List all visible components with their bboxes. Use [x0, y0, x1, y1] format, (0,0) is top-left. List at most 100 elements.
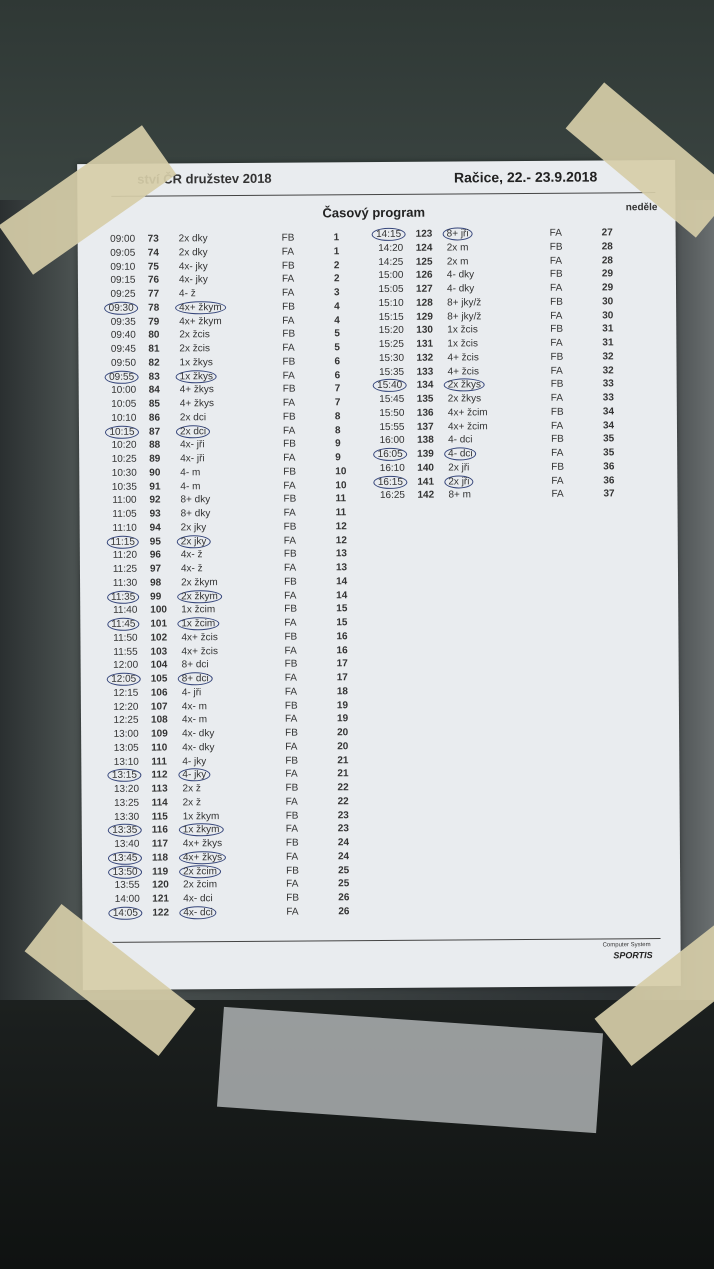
- race-order: 2: [333, 259, 340, 271]
- race-time: 11:10: [112, 522, 137, 534]
- race-order-cell: 8: [335, 425, 341, 436]
- race-number-cell: 130: [416, 325, 433, 336]
- race-number-cell: 141: [417, 476, 434, 487]
- race-order: 17: [336, 658, 348, 670]
- race-category-cell: 4x- ž: [181, 549, 203, 560]
- race-order-cell: 12: [336, 535, 347, 546]
- race-order: 4: [334, 314, 340, 326]
- race-order-cell: 27: [602, 227, 613, 238]
- race-order-cell: 1: [334, 232, 340, 243]
- race-category: 4+ žkys: [179, 384, 214, 396]
- race-category-cell: 1x žkys: [179, 357, 212, 368]
- race-order-cell: 1: [334, 246, 340, 257]
- race-order: 5: [334, 342, 341, 354]
- race-number-cell: 140: [417, 462, 434, 473]
- race-number-cell: 86: [149, 412, 160, 423]
- final-label-cell: FA: [550, 283, 562, 294]
- race-category-cell: 2x žcis: [179, 343, 210, 354]
- race-time: 15:10: [378, 297, 404, 309]
- race-order-cell: 10: [335, 480, 346, 491]
- race-order-cell: 33: [603, 379, 614, 390]
- race-category-cell: 4x- dky: [182, 742, 214, 753]
- race-category-cell: 2x žkys: [448, 393, 481, 404]
- race-category: 2x ž: [182, 783, 201, 795]
- final-label-cell: FB: [550, 324, 563, 335]
- race-number: 113: [151, 783, 168, 795]
- final-label: FB: [282, 301, 295, 313]
- race-number: 104: [150, 659, 168, 671]
- race-number-cell: 76: [148, 275, 159, 286]
- race-time-cell: 13:15: [107, 768, 143, 783]
- race-number-cell: 90: [149, 467, 160, 478]
- race-time-cell: 09:00: [106, 234, 140, 245]
- race-number-cell: 98: [150, 577, 161, 588]
- final-label: FB: [286, 892, 300, 904]
- final-label-cell: FB: [285, 659, 298, 670]
- final-label-cell: FA: [551, 448, 563, 459]
- final-label: FB: [550, 351, 564, 363]
- final-label: FA: [282, 315, 295, 327]
- race-time: 10:00: [111, 384, 137, 397]
- race-time: 09:30: [104, 301, 138, 315]
- race-time-cell: 13:10: [109, 756, 143, 767]
- final-label-cell: FB: [284, 576, 297, 587]
- race-order: 28: [601, 241, 613, 253]
- race-order: 33: [602, 392, 614, 404]
- race-category: 4x- ž: [180, 549, 203, 561]
- race-category-cell: 4- dci: [444, 447, 477, 461]
- race-category-cell: 4x+ žkys: [178, 850, 227, 865]
- final-label-cell: FA: [550, 255, 562, 266]
- final-label-cell: FA: [551, 365, 563, 376]
- sportis-logo: SPORTIS: [613, 950, 653, 961]
- final-label: FB: [284, 700, 298, 712]
- race-category-cell: 2x žkys: [443, 378, 486, 392]
- race-number-cell: 79: [148, 316, 159, 327]
- schedule-sheet: ství ČR družstev 2018 Račice, 22.- 23.9.…: [77, 159, 681, 991]
- race-time: 16:05: [373, 447, 407, 462]
- race-number-cell: 88: [149, 440, 160, 451]
- race-time: 15:00: [378, 270, 404, 282]
- race-order-cell: 17: [337, 672, 348, 683]
- race-time: 09:50: [110, 357, 137, 369]
- race-order-cell: 26: [338, 892, 349, 903]
- race-category-cell: 4x- dci: [183, 893, 213, 904]
- race-order-cell: 22: [337, 782, 348, 793]
- race-order-cell: 25: [338, 865, 349, 876]
- final-label-cell: FB: [283, 411, 296, 422]
- race-order-cell: 2: [334, 260, 340, 271]
- race-number: 74: [147, 247, 159, 259]
- final-label-cell: FA: [285, 769, 297, 780]
- race-order-cell: 16: [336, 645, 347, 656]
- race-order: 25: [338, 878, 350, 890]
- race-number-cell: 126: [416, 270, 433, 281]
- race-number: 121: [152, 893, 169, 905]
- race-category-cell: 8+ dci: [182, 659, 209, 670]
- race-category: 2x dci: [179, 411, 207, 424]
- race-order: 17: [336, 672, 348, 684]
- race-category-cell: 4x- jky: [179, 261, 208, 272]
- race-category-cell: 4x- jři: [180, 453, 205, 464]
- final-label: FA: [284, 672, 297, 684]
- race-time: 12:00: [113, 659, 139, 672]
- race-time-cell: 15:40: [373, 379, 409, 393]
- race-order-cell: 24: [338, 837, 349, 848]
- race-order: 19: [336, 699, 349, 711]
- final-label-cell: FB: [286, 865, 299, 876]
- race-category-cell: 4x- jky: [179, 274, 208, 285]
- race-category: 4- jky: [178, 768, 211, 782]
- final-label: FA: [550, 310, 563, 322]
- race-order: 21: [337, 768, 349, 780]
- race-category-cell: 4x- dci: [179, 905, 217, 920]
- race-number-cell: 91: [149, 481, 160, 492]
- race-category-cell: 4- jky: [178, 768, 211, 782]
- race-order: 6: [334, 369, 341, 381]
- race-time: 10:10: [111, 412, 137, 424]
- final-label: FA: [284, 686, 298, 698]
- race-order: 13: [335, 548, 348, 560]
- race-time: 13:50: [108, 865, 142, 879]
- race-number-cell: 78: [148, 302, 159, 313]
- race-time: 13:45: [108, 851, 142, 865]
- race-time: 15:45: [379, 393, 405, 405]
- final-label: FA: [285, 741, 298, 753]
- race-category: 1x žcim: [177, 617, 220, 631]
